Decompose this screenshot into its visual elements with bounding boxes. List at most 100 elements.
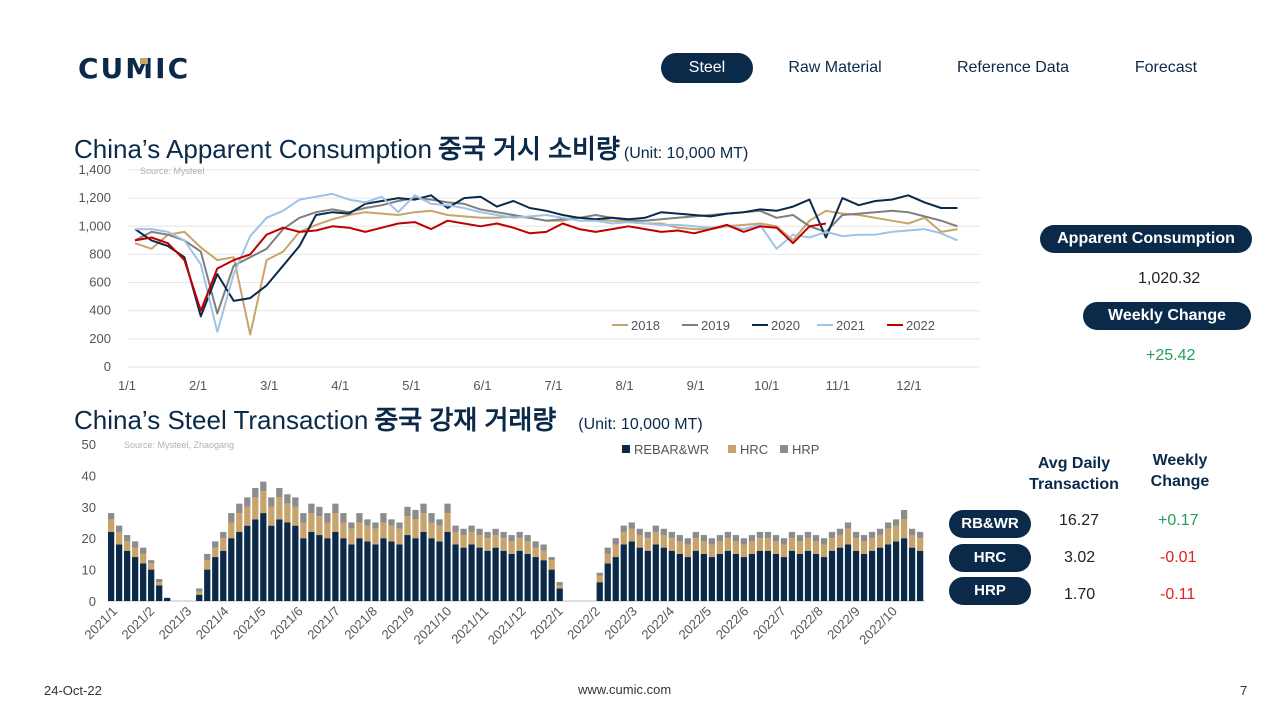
- x-tick-label: 5/1: [402, 378, 420, 393]
- bar-segment: [412, 538, 419, 601]
- legend-label-2018: 2018: [631, 318, 660, 333]
- source-note: Source: Mysteel: [140, 166, 205, 176]
- bar-segment: [108, 519, 115, 532]
- legend-swatch-HRC: [728, 445, 736, 453]
- tab-steel[interactable]: Steel: [661, 53, 753, 83]
- bar-segment: [836, 528, 844, 536]
- tab-forecast[interactable]: Forecast: [1134, 59, 1198, 76]
- x-tick-label: 2021/6: [267, 604, 306, 643]
- bar-segment: [676, 541, 683, 554]
- bar-segment: [444, 503, 451, 514]
- bar-segment: [428, 513, 435, 523]
- x-tick-label: 3/1: [260, 378, 278, 393]
- bar-segment: [548, 557, 555, 561]
- y-tick-label: 0: [89, 594, 96, 609]
- x-tick-label: 2/1: [189, 378, 207, 393]
- x-tick-label: 2021/2: [119, 604, 158, 643]
- bar-segment: [476, 535, 483, 548]
- legend-label-REBAR&WR: REBAR&WR: [634, 442, 709, 457]
- series-line-2019: [134, 197, 958, 315]
- bar-segment: [868, 538, 876, 551]
- bar-segment: [908, 535, 916, 548]
- bar-segment: [308, 531, 315, 601]
- bar-segment: [820, 544, 828, 558]
- bar-segment: [676, 553, 683, 601]
- bar-segment: [436, 525, 443, 542]
- section1-unit: (Unit: 10,000 MT): [623, 145, 749, 162]
- bar-segment: [300, 522, 307, 539]
- bar-segment: [292, 525, 299, 601]
- bar-segment: [220, 538, 227, 551]
- bar-segment: [676, 535, 683, 542]
- y-tick-label: 1,200: [78, 190, 111, 205]
- x-tick-label: 2021/1: [81, 604, 120, 643]
- tab-reference-data[interactable]: Reference Data: [956, 59, 1070, 76]
- bar-segment: [804, 538, 812, 551]
- x-tick-label: 2021/5: [230, 604, 269, 643]
- bar-segment: [108, 513, 115, 520]
- bar-segment: [500, 531, 507, 539]
- bar-segment: [908, 547, 916, 601]
- bar-segment: [156, 585, 163, 601]
- x-tick-label: 2021/10: [411, 604, 455, 648]
- bar-segment: [668, 550, 675, 601]
- bar-segment: [364, 541, 371, 601]
- bar-segment: [268, 525, 275, 601]
- y-tick-label: 800: [89, 246, 111, 261]
- bar-segment: [148, 563, 155, 570]
- bar-segment: [276, 487, 283, 498]
- y-tick-label: 30: [82, 500, 96, 515]
- bar-segment: [156, 579, 163, 583]
- bar-segment: [516, 531, 523, 539]
- bar-segment: [220, 550, 227, 601]
- bar-segment: [828, 538, 836, 551]
- bar-segment: [796, 553, 804, 601]
- bar-segment: [492, 547, 499, 601]
- bar-segment: [900, 519, 908, 539]
- bar-segment: [892, 525, 900, 542]
- bar-segment: [468, 544, 475, 601]
- bar-segment: [748, 535, 756, 542]
- section1-title-en: China’s Apparent Consumption: [74, 134, 432, 164]
- svg-text:CUMIC: CUMIC: [78, 52, 190, 84]
- footer-url[interactable]: www.cumic.com: [578, 682, 672, 697]
- bar-segment: [740, 538, 748, 545]
- bar-segment: [556, 585, 563, 589]
- x-tick-label: 1/1: [118, 378, 136, 393]
- section2-title-kr: 중국 강재 거래량: [374, 405, 557, 435]
- bar-segment: [260, 491, 267, 514]
- bar-segment: [356, 538, 363, 601]
- source-note: Source: Mysteel, Zhaogang: [124, 440, 234, 450]
- bar-segment: [140, 553, 147, 564]
- bar-segment: [268, 506, 275, 526]
- bar-segment: [684, 544, 691, 558]
- bar-segment: [460, 547, 467, 601]
- bar-segment: [516, 550, 523, 601]
- bar-segment: [380, 538, 387, 601]
- legend-swatch-HRP: [780, 445, 788, 453]
- bar-segment: [500, 550, 507, 601]
- bar-segment: [124, 541, 131, 551]
- bar-segment: [732, 553, 740, 601]
- bar-segment: [532, 541, 539, 548]
- bar-segment: [612, 557, 619, 601]
- bar-segment: [228, 522, 235, 539]
- bar-segment: [756, 538, 764, 551]
- bar-segment: [868, 550, 876, 601]
- row-label-hrc: HRC: [949, 544, 1031, 572]
- apparent-consumption-value: 1,020.32: [1138, 270, 1201, 287]
- bar-segment: [884, 522, 892, 529]
- bar-segment: [284, 503, 291, 523]
- bar-segment: [212, 547, 219, 558]
- bar-segment: [804, 550, 812, 601]
- bar-segment: [132, 557, 139, 601]
- bar-segment: [132, 547, 139, 558]
- bar-segment: [372, 522, 379, 529]
- legend-label-2019: 2019: [701, 318, 730, 333]
- bar-segment: [452, 531, 459, 545]
- weekly-change-header: Weekly Change: [1150, 452, 1210, 490]
- bar-segment: [516, 538, 523, 551]
- bar-segment: [628, 522, 635, 529]
- bar-segment: [468, 525, 475, 532]
- tab-raw-material[interactable]: Raw Material: [788, 59, 882, 76]
